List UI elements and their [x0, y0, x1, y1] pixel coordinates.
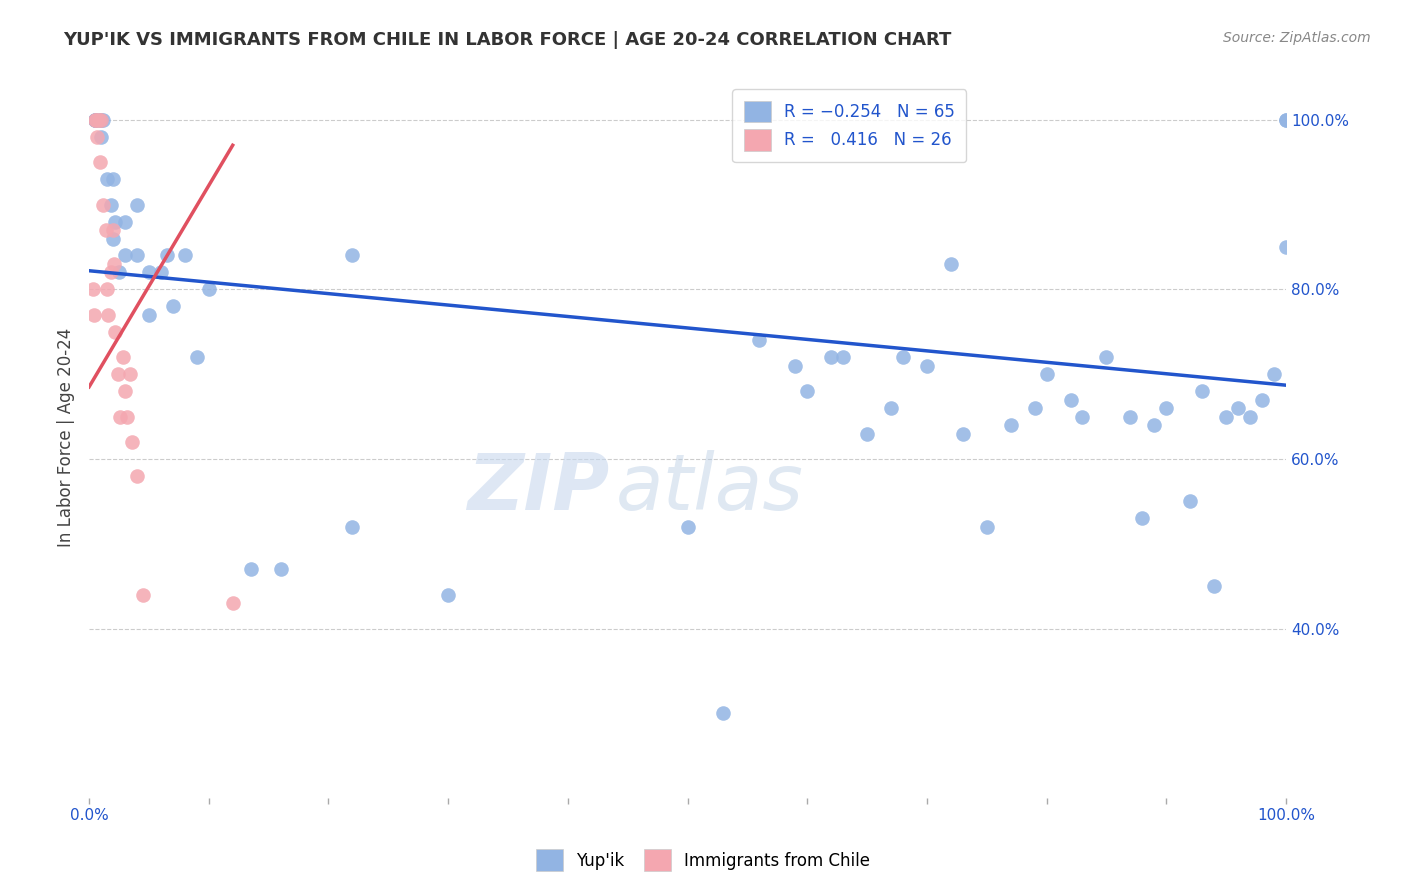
Point	[197, 282, 219, 296]
Point	[1059, 392, 1081, 407]
Point	[1275, 112, 1298, 127]
Point	[125, 197, 148, 211]
Point	[104, 214, 127, 228]
Point	[100, 265, 122, 279]
Point	[1204, 579, 1226, 593]
Point	[114, 248, 136, 262]
Point	[820, 350, 842, 364]
Point	[1143, 417, 1166, 432]
Point	[101, 223, 124, 237]
Point	[84, 112, 107, 127]
Point	[186, 350, 208, 364]
Point	[891, 350, 914, 364]
Point	[114, 214, 136, 228]
Point	[89, 155, 111, 169]
Point	[1251, 392, 1274, 407]
Point	[87, 112, 110, 127]
Point	[1024, 401, 1046, 415]
Point	[101, 172, 124, 186]
Point	[101, 231, 124, 245]
Point	[118, 367, 141, 381]
Point	[125, 248, 148, 262]
Point	[86, 129, 108, 144]
Point	[1000, 417, 1022, 432]
Point	[90, 129, 112, 144]
Point	[96, 282, 118, 296]
Y-axis label: In Labor Force | Age 20-24: In Labor Force | Age 20-24	[58, 328, 75, 548]
Point	[87, 112, 110, 127]
Point	[1095, 350, 1118, 364]
Point	[94, 223, 117, 237]
Text: atlas: atlas	[616, 450, 804, 526]
Point	[880, 401, 903, 415]
Point	[1154, 401, 1177, 415]
Point	[82, 282, 104, 296]
Point	[239, 562, 262, 576]
Point	[1180, 494, 1202, 508]
Point	[138, 265, 160, 279]
Point	[90, 112, 112, 127]
Legend: R = −0.254   N = 65, R =   0.416   N = 26: R = −0.254 N = 65, R = 0.416 N = 26	[733, 89, 966, 162]
Point	[108, 265, 131, 279]
Point	[1239, 409, 1261, 424]
Text: ZIP: ZIP	[467, 450, 610, 526]
Text: Source: ZipAtlas.com: Source: ZipAtlas.com	[1223, 31, 1371, 45]
Point	[748, 333, 770, 347]
Point	[93, 197, 115, 211]
Point	[676, 520, 699, 534]
Point	[1130, 511, 1153, 525]
Point	[117, 409, 139, 424]
Point	[125, 469, 148, 483]
Point	[713, 706, 735, 721]
Point	[1263, 367, 1285, 381]
Point	[97, 308, 120, 322]
Point	[93, 112, 115, 127]
Point	[1215, 409, 1237, 424]
Point	[1119, 409, 1142, 424]
Point	[111, 350, 134, 364]
Text: YUP'IK VS IMMIGRANTS FROM CHILE IN LABOR FORCE | AGE 20-24 CORRELATION CHART: YUP'IK VS IMMIGRANTS FROM CHILE IN LABOR…	[63, 31, 952, 49]
Point	[222, 596, 245, 610]
Point	[84, 112, 107, 127]
Point	[84, 112, 107, 127]
Point	[107, 367, 129, 381]
Point	[84, 112, 107, 127]
Point	[939, 257, 962, 271]
Point	[796, 384, 818, 398]
Point	[437, 588, 460, 602]
Point	[785, 359, 807, 373]
Point	[100, 197, 122, 211]
Point	[832, 350, 855, 364]
Point	[138, 308, 160, 322]
Point	[342, 248, 364, 262]
Point	[156, 248, 179, 262]
Point	[1275, 240, 1298, 254]
Point	[114, 384, 136, 398]
Point	[915, 359, 938, 373]
Point	[84, 112, 107, 127]
Point	[108, 409, 131, 424]
Point	[96, 172, 118, 186]
Point	[1035, 367, 1057, 381]
Point	[132, 588, 155, 602]
Point	[1191, 384, 1213, 398]
Point	[856, 426, 879, 441]
Legend: Yup'ik, Immigrants from Chile: Yup'ik, Immigrants from Chile	[527, 841, 879, 880]
Point	[173, 248, 195, 262]
Point	[104, 325, 127, 339]
Point	[1275, 112, 1298, 127]
Point	[342, 520, 364, 534]
Point	[1071, 409, 1094, 424]
Point	[83, 308, 105, 322]
Point	[162, 299, 184, 313]
Point	[270, 562, 292, 576]
Point	[149, 265, 172, 279]
Point	[1227, 401, 1250, 415]
Point	[90, 112, 112, 127]
Point	[121, 435, 143, 450]
Point	[103, 257, 125, 271]
Point	[952, 426, 974, 441]
Point	[976, 520, 998, 534]
